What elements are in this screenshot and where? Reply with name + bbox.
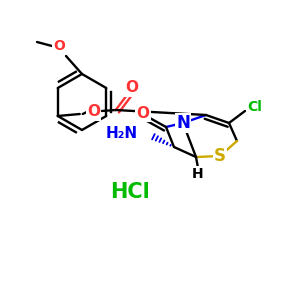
Text: O: O	[136, 106, 149, 121]
Text: O: O	[53, 39, 65, 53]
Text: H: H	[192, 167, 204, 181]
Text: N: N	[176, 114, 190, 132]
Text: O: O	[125, 80, 138, 95]
Text: HCl: HCl	[110, 182, 150, 202]
Text: O: O	[87, 104, 100, 119]
Text: Cl: Cl	[248, 100, 262, 114]
Text: H₂N: H₂N	[106, 127, 138, 142]
Text: S: S	[214, 147, 226, 165]
